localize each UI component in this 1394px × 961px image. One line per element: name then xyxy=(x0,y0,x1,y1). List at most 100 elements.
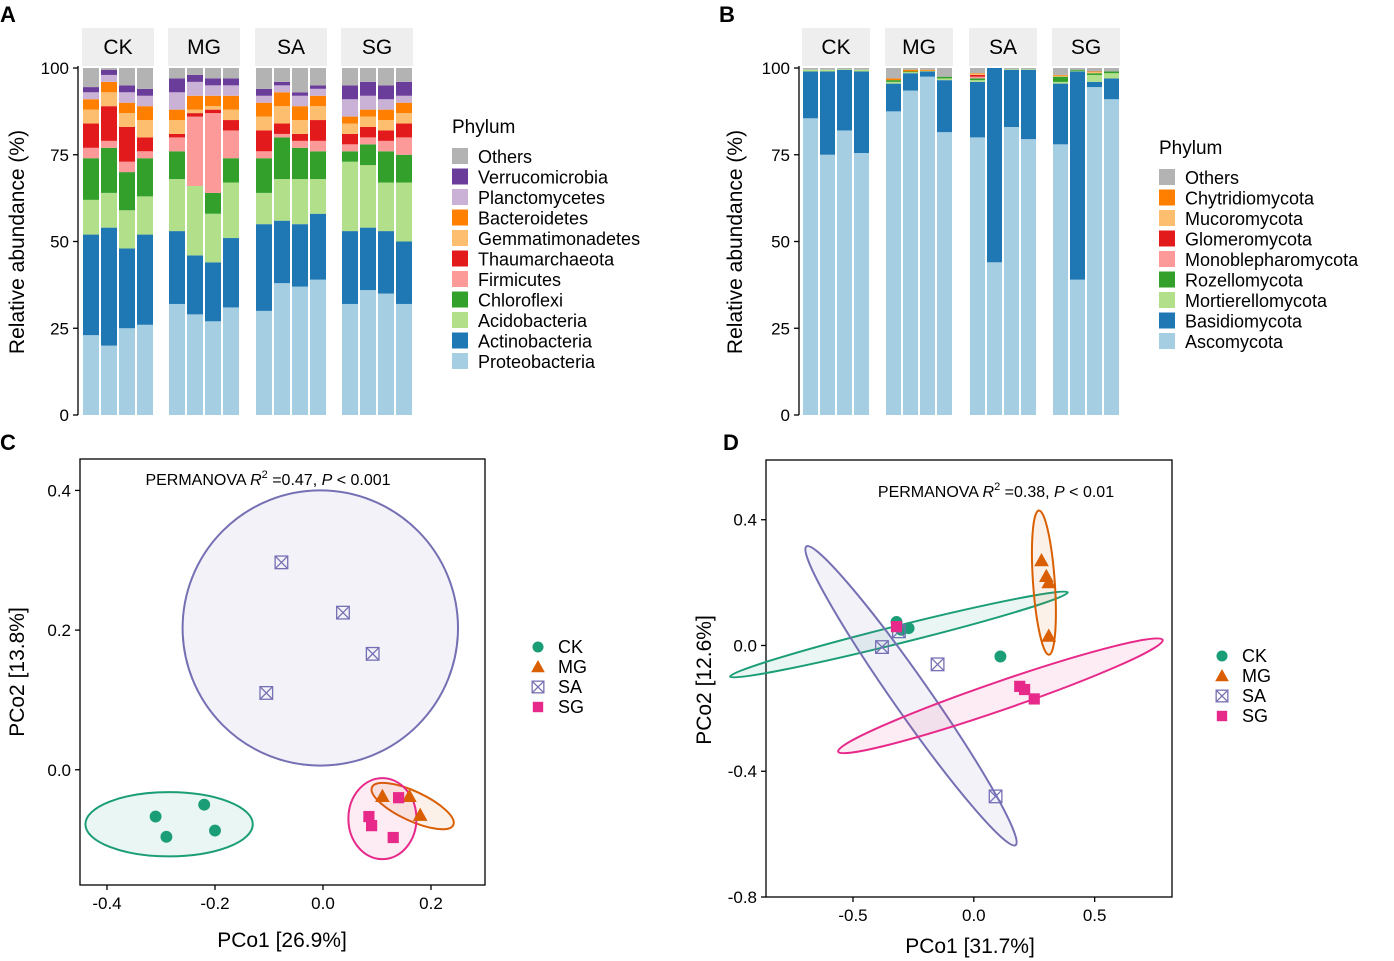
panel-a-bar-mg-1-gemmatimonadetes xyxy=(169,120,185,134)
panel-b-facet-label-sa: SA xyxy=(989,36,1017,59)
panel-a-legend-swatch-others xyxy=(452,148,468,164)
panel-b-bar-mg-1-ascomycota xyxy=(886,111,901,415)
panel-d-legend-marker-mg xyxy=(1215,668,1229,682)
panel-a-bar-ck-4-verrucomicrobia xyxy=(137,88,153,96)
panel-a-bar-sg-2-firmicutes xyxy=(360,137,376,145)
panel-a-bar-sg-4-chloroflexi xyxy=(396,154,412,183)
panel-a-bar-sa-1-gemmatimonadetes xyxy=(256,116,272,131)
panel-a-bar-mg-3-actinobacteria xyxy=(205,262,221,322)
panel-a-y-tick-label: 75 xyxy=(50,146,69,165)
panel-a-legend-swatch-proteobacteria xyxy=(452,353,468,369)
panel-a-bar-mg-1-verrucomicrobia xyxy=(169,78,185,93)
panel-b-bar-mg-1-rozellomycota xyxy=(886,80,901,82)
panel-a-bar-ck-2-gemmatimonadetes xyxy=(101,92,117,107)
panel-a-bar-sg-4-actinobacteria xyxy=(396,241,412,304)
panel-d-point-mg-4 xyxy=(1041,628,1057,642)
panel-a-bar-sa-2-planctomycetes xyxy=(274,85,290,93)
panel-b-legend-swatch-mortierellomycota xyxy=(1159,292,1175,308)
panel-b-legend-label-others: Others xyxy=(1185,168,1239,188)
panel-a-legend-label-acidobacteria: Acidobacteria xyxy=(478,311,588,331)
panel-a-bar-ck-2-proteobacteria xyxy=(101,345,117,415)
panel-b-bar-sg-3-mucoromycota xyxy=(1087,72,1102,74)
panel-a-bar-sg-2-thaumarchaeota xyxy=(360,126,376,138)
panel-a-bar-ck-1-acidobacteria xyxy=(83,199,99,235)
panel-b-y-axis-title: Relative abundance (%) xyxy=(724,130,747,354)
panel-a-bar-ck-1-others xyxy=(83,68,99,88)
panel-b-bar-mg-2-basidiomycota xyxy=(903,73,918,91)
panel-b-legend-swatch-chytridiomycota xyxy=(1159,189,1175,206)
panel-c-point-ck-3 xyxy=(198,798,211,811)
panel-a-legend-label-gemmatimonadetes: Gemmatimonadetes xyxy=(478,229,640,249)
panel-a-bar-sg-4-bacteroidetes xyxy=(396,102,412,114)
panel-b-bar-ck-4-others xyxy=(854,68,869,70)
panel-a-bar-mg-3-chloroflexi xyxy=(205,192,221,214)
panel-b-legend-swatch-basidiomycota xyxy=(1159,312,1175,329)
panel-a-bar-sa-2-verrucomicrobia xyxy=(274,81,290,86)
panel-a-bar-ck-4-actinobacteria xyxy=(137,234,153,325)
panel-c-x-tick-label: 0.0 xyxy=(311,894,335,913)
panel-a-facet-strip-mg xyxy=(168,28,240,66)
panel-b-bar-sa-1-monoblepharomycota xyxy=(970,76,985,79)
panel-b-bar-ck-3-ascomycota xyxy=(837,130,852,415)
panel-d-y-tick-label: -0.4 xyxy=(728,762,757,781)
panel-b-bar-ck-3-others xyxy=(837,68,852,70)
panel-a-bar-sg-3-others xyxy=(378,68,394,86)
panel-a-bar-sg-2-actinobacteria xyxy=(360,227,376,291)
panel-b-bar-sg-2-ascomycota xyxy=(1070,279,1085,415)
panel-a-bar-sg-1-firmicutes xyxy=(342,144,358,152)
panel-a-bar-sg-2-bacteroidetes xyxy=(360,109,376,117)
panel-d-permanova-annotation: PERMANOVA R2 =0.38, P < 0.01 xyxy=(878,481,1114,501)
panel-a-bar-sa-1-thaumarchaeota xyxy=(256,130,272,152)
panel-c-ellipse-ck xyxy=(84,791,254,858)
panel-d-point-sg-1 xyxy=(890,621,903,633)
panel-a-bar-sg-1-planctomycetes xyxy=(342,99,358,117)
panel-b-bar-sa-1-basidiomycota xyxy=(970,81,985,138)
panel-c-point-sa-1 xyxy=(274,555,289,570)
panel-letter-c: C xyxy=(0,430,16,455)
panel-c-point-mg-2 xyxy=(402,788,417,802)
panel-b-legend-swatch-ascomycota xyxy=(1159,333,1175,349)
panel-d-ellipse-mg xyxy=(1030,509,1057,656)
panel-a-bar-sa-4-planctomycetes xyxy=(310,88,326,96)
panel-d-legend-marker-ck xyxy=(1216,650,1228,662)
panel-c-pcoa-plot: -0.4 -0.2 0.0 0.2 0.0 0.2 0.4 PERMANOVA R2 =0.… xyxy=(6,458,587,952)
panel-d-anno-mid: =0.38, xyxy=(1000,484,1054,501)
panel-b-bar-mg-1-others xyxy=(886,68,901,79)
panel-c-anno-mid: =0.47, xyxy=(268,472,322,489)
panel-a-bar-sg-2-acidobacteria xyxy=(360,165,376,228)
panel-a-bar-sg-1-gemmatimonadetes xyxy=(342,123,358,134)
panel-letter-b: B xyxy=(719,2,735,27)
panel-a-bar-ck-3-verrucomicrobia xyxy=(119,85,135,93)
panel-a-bar-ck-4-thaumarchaeota xyxy=(137,137,153,152)
panel-a-bar-ck-1-gemmatimonadetes xyxy=(83,109,99,124)
panel-a-bar-mg-2-acidobacteria xyxy=(187,185,203,256)
panel-a-bar-sa-1-acidobacteria xyxy=(256,192,272,225)
panel-b-bar-sa-1-mucoromycota xyxy=(970,73,985,75)
panel-a-bar-sg-1-actinobacteria xyxy=(342,231,358,304)
panel-b-bar-sg-4-rozellomycota xyxy=(1104,71,1119,74)
panel-b-bar-ck-4-basidiomycota xyxy=(854,71,869,154)
panel-b-bar-sa-3-ascomycota xyxy=(1004,126,1019,416)
panel-d-legend-label-sg: SG xyxy=(1242,706,1268,726)
panel-c-permanova-annotation: PERMANOVA R2 =0.47, P < 0.001 xyxy=(145,469,390,489)
panel-a-bar-sa-3-thaumarchaeota xyxy=(292,133,308,141)
panel-a-bar-sa-4-chloroflexi xyxy=(310,151,326,180)
panel-a-legend-label-proteobacteria: Proteobacteria xyxy=(478,352,596,372)
panel-a-bar-chart: Relative abundance (%) 0 25 50 75 100 CK MG SA… xyxy=(6,28,640,425)
panel-c-point-sg-3 xyxy=(393,792,405,804)
panel-a-bar-sg-1-thaumarchaeota xyxy=(342,133,358,145)
panel-a-bar-sg-4-gemmatimonadetes xyxy=(396,113,412,124)
panel-a-bar-sa-2-proteobacteria xyxy=(274,283,290,415)
panel-b-bar-ck-2-mortierellomycota xyxy=(820,69,835,72)
panel-d-point-mg-1 xyxy=(1034,553,1049,567)
panel-a-bar-ck-2-thaumarchaeota xyxy=(101,106,117,141)
panel-b-bar-ck-1-ascomycota xyxy=(803,118,818,415)
panel-a-bar-mg-2-others xyxy=(187,68,203,75)
panel-b-bar-sa-1-others xyxy=(970,68,985,74)
panel-a-legend-swatch-planctomycetes xyxy=(452,189,468,205)
panel-a-bar-sa-1-verrucomicrobia xyxy=(256,88,272,96)
panel-a-bar-sa-3-firmicutes xyxy=(292,140,308,148)
panel-b-bar-sa-3-others xyxy=(1004,68,1019,70)
panel-b-bar-ck-1-others xyxy=(803,68,818,70)
panel-b-bar-mg-2-mortierellomycota xyxy=(903,72,918,74)
